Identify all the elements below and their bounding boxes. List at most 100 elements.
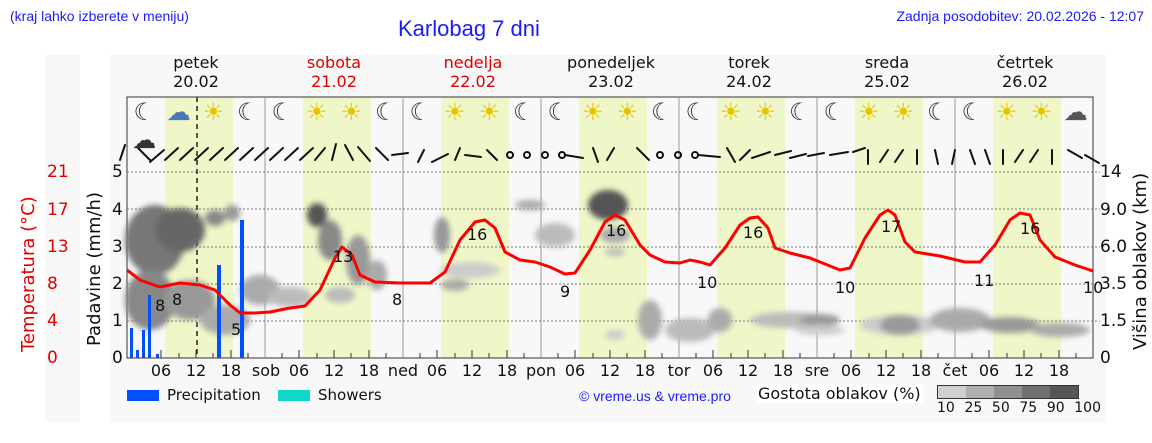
x-tick: 06 [564, 361, 586, 380]
x-tick: 06 [978, 361, 1000, 380]
temp-tick: 8 [47, 274, 58, 294]
svg-text:13: 13 [333, 247, 353, 266]
page-title: Karlobag 7 dni [398, 16, 540, 41]
precipitation-axis-label: Padavine (mm/h) [84, 192, 105, 346]
precipitation-bars [130, 220, 244, 358]
x-tick: 12 [185, 361, 207, 380]
temp-tick: 0 [47, 348, 58, 368]
sun-cloud-icon: ☀ [616, 98, 638, 126]
x-tick: 12 [875, 361, 897, 380]
sun-cloud-icon: ☀ [305, 98, 328, 126]
wind-barbs [119, 143, 1100, 165]
day-label: četrtek 26.02 [996, 53, 1054, 91]
moon-cloud-icon: ☾ [512, 98, 535, 126]
temp-tick: 4 [47, 311, 58, 331]
sun-small-cloud-icon: ☀ [478, 98, 500, 126]
svg-text:5: 5 [231, 320, 241, 339]
day-label: torek 24.02 [726, 53, 772, 91]
svg-text:11: 11 [974, 271, 994, 290]
temperature-axis-label: Temperatura (°C) [18, 196, 39, 352]
moon-cloud-icon: ☾ [650, 98, 673, 126]
cloud-density-scale [937, 385, 1079, 399]
day-label: sreda 25.02 [864, 53, 910, 91]
x-tick: pon [525, 361, 557, 380]
x-tick: 12 [323, 361, 345, 380]
sun-small-cloud-icon: ☀ [340, 98, 362, 126]
location-hint: (kraj lahko izberete v meniju) [10, 8, 189, 24]
cloud-height-tick: 3.5 [1100, 274, 1128, 294]
svg-text:8: 8 [392, 290, 402, 309]
day-label: sobota 21.02 [306, 53, 362, 91]
moon-cloud-rain-icon: ☾ [236, 98, 259, 126]
svg-text:10: 10 [697, 273, 717, 292]
precip-tick: 2 [112, 274, 123, 294]
svg-text:16: 16 [606, 221, 626, 240]
temperature-line [126, 208, 1094, 315]
temp-tick: 13 [47, 237, 69, 257]
x-tick: 18 [1048, 361, 1070, 380]
x-tick: 06 [840, 361, 862, 380]
moon-cloud-icon: ☾ [547, 98, 569, 126]
weather-icons: ☾☁ ☁ ☀ ☾ ☾ ☀ ☀ ☾ ☾ ☀ ☀ ☾ ☾ ☀ ☀ ☾ ☾ ☀ ☀ ☾… [127, 98, 1093, 154]
x-tick: 12 [737, 361, 759, 380]
cloud-density-title: Gostota oblakov (%) [756, 384, 923, 403]
cloud-height-tick: 0 [1100, 348, 1111, 368]
precip-tick: 4 [112, 200, 123, 220]
moon-cloud-icon: ☾ [788, 98, 811, 126]
svg-text:10: 10 [835, 278, 855, 297]
sun-cloud-icon: ☀ [443, 98, 466, 126]
x-tick: 18 [496, 361, 518, 380]
x-tick: 18 [634, 361, 656, 380]
precip-tick: 5 [112, 162, 123, 182]
moon-cloud-icon: ☾ [685, 98, 707, 126]
svg-text:16: 16 [743, 223, 763, 242]
x-tick: 12 [461, 361, 483, 380]
sun-small-cloud-icon: ☀ [1030, 98, 1052, 126]
credit-link[interactable]: © vreme.us & vreme.pro [579, 388, 731, 404]
showers-swatch [278, 390, 310, 401]
showers-legend-label: Showers [318, 386, 382, 404]
cloud-density-ticks: 10 25 50 75 90 100 [937, 400, 1101, 416]
moon-cloud-rain-icon: ☾☁ [132, 98, 157, 154]
moon-icon: ☾ [409, 98, 431, 126]
sun-small-cloud-icon: ☀ [581, 98, 604, 126]
x-tick: 06 [150, 361, 172, 380]
sun-small-cloud-icon: ☀ [892, 98, 914, 126]
x-tick: 06 [702, 361, 724, 380]
precip-tick: 1 [112, 311, 123, 331]
svg-text:16: 16 [467, 225, 487, 244]
svg-text:8: 8 [155, 296, 165, 315]
cloud-height-tick: 6.0 [1100, 237, 1128, 257]
day-label: nedelja 22.02 [443, 53, 503, 91]
x-tick: 18 [220, 361, 242, 380]
sun-small-cloud-icon: ☀ [857, 98, 880, 126]
temp-tick: 21 [47, 162, 69, 182]
x-tick: 06 [288, 361, 310, 380]
x-tick: 12 [1013, 361, 1035, 380]
sun-small-cloud-icon: ☀ [995, 98, 1018, 126]
clouds-icon: ☁ [166, 98, 191, 126]
x-tick: tor [667, 361, 691, 380]
temp-tick: 17 [47, 200, 69, 220]
x-tick: ned [387, 361, 419, 380]
last-updated: Zadnja posodobitev: 20.02.2026 - 12:07 [896, 8, 1144, 24]
sun-cloud-rain-icon: ☀ [202, 98, 224, 126]
x-tick: čet [942, 361, 968, 380]
cloud-height-axis-label: Višina oblakov (km) [1130, 172, 1151, 350]
temperature-labels: 8 8 5 13 8 16 9 16 10 16 10 17 11 16 10 [155, 217, 1103, 339]
precip-tick: 0 [112, 348, 123, 368]
temp-axis-panel [45, 55, 80, 422]
x-tick: 18 [910, 361, 932, 380]
svg-text:9: 9 [560, 282, 570, 301]
svg-text:10: 10 [1083, 278, 1103, 297]
precip-tick: 3 [112, 237, 123, 257]
cloud-height-tick: 14 [1100, 162, 1122, 182]
x-tick: sre [804, 361, 830, 380]
sun-cloud-icon: ☀ [719, 98, 742, 126]
sun-cloud-icon: ☀ [754, 98, 776, 126]
x-tick: 12 [599, 361, 621, 380]
precipitation-legend-label: Precipitation [167, 386, 261, 404]
moon-cloud-icon: ☾ [374, 98, 397, 126]
svg-text:17: 17 [881, 217, 901, 236]
